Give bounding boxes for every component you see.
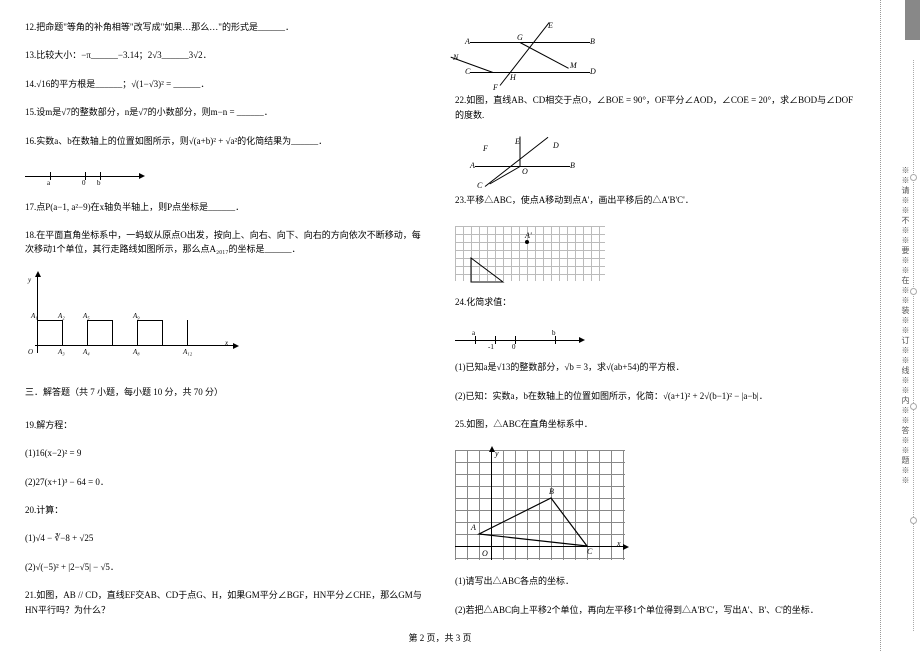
fig21-C: C xyxy=(465,66,470,79)
q19: 19.解方程： xyxy=(25,418,425,432)
fig22-C: C xyxy=(477,180,482,193)
q16-numberline: a 0 b xyxy=(25,166,145,186)
q25-grid: A B C O x y xyxy=(455,450,625,561)
fig21-H: H xyxy=(510,72,516,85)
label-x: x xyxy=(225,338,228,349)
q20-1: (1)√4 − ∛−8 + √25 xyxy=(25,531,425,545)
q24-zero: 0 xyxy=(512,342,516,353)
fig21-E: E xyxy=(548,20,553,33)
fig25-B: B xyxy=(549,486,554,499)
page-footer: 第 2 页，共 3 页 xyxy=(0,631,880,645)
q22-figure: A B C D E F O xyxy=(455,138,605,181)
q16: 16.实数a、b在数轴上的位置如图所示，则√(a+b)² + √a²的化简结果为… xyxy=(25,134,425,148)
sidebar-warning: ※※请※※不※※要※※在※※装※※订※※线※※内※※答※※题※※ xyxy=(891,60,911,591)
sidebar-tab xyxy=(905,0,920,40)
q24-1: (1)已知a是√13的整数部分，√b = 3，求√(ab+54)的平方根． xyxy=(455,360,855,374)
fig25-O: O xyxy=(482,548,488,561)
fig21-G: G xyxy=(517,32,523,45)
binding-dotline xyxy=(913,60,914,631)
label-A3: A₃ xyxy=(58,347,65,358)
fig25-C: C xyxy=(587,546,592,559)
fig22-A: A xyxy=(470,160,475,173)
label-O: O xyxy=(28,347,33,358)
tick-a: a xyxy=(47,178,50,189)
label-A1: A₁ xyxy=(31,311,38,322)
fig21-F: F xyxy=(493,82,498,95)
q24-2: (2)已知：实数a，b在数轴上的位置如图所示，化简：√(a+1)² + 2√(b… xyxy=(455,389,855,403)
tick-b: b xyxy=(97,178,101,189)
q18-graph: O A₁ A₂ A₃ A₄ A₅ A₈ A₉ A₁₂ x y xyxy=(25,275,235,364)
q25: 25.如图，△ABC在直角坐标系中． xyxy=(455,417,855,431)
fig25-x: x xyxy=(617,538,621,551)
fig21-N: N xyxy=(453,52,458,65)
fig22-D: D xyxy=(553,140,559,153)
section3-title: 三．解答题（共 7 小题，每小题 10 分，共 70 分） xyxy=(25,385,425,399)
fig22-E: E xyxy=(515,136,520,149)
q24-neg1: -1 xyxy=(488,342,494,353)
q19-2: (2)27(x+1)³ − 64 = 0． xyxy=(25,475,425,489)
label-A4: A₄ xyxy=(83,347,90,358)
q21: 21.如图，AB // CD，直线EF交AB、CD于点G、H，如果GM平分∠BG… xyxy=(25,588,425,617)
q12: 12.把命题"等角的补角相等"改写成"如果…那么…"的形式是______． xyxy=(25,20,425,34)
label-A12: A₁₂ xyxy=(183,347,192,358)
fig25-y: y xyxy=(495,448,499,461)
binding-sidebar: ※※请※※不※※要※※在※※装※※订※※线※※内※※答※※题※※ xyxy=(880,0,920,651)
fig22-O: O xyxy=(522,166,528,179)
fig21-B: B xyxy=(590,36,595,49)
fig21-A: A xyxy=(465,36,470,49)
fig22-B: B xyxy=(570,160,575,173)
q18: 18.在平面直角坐标系中，一蚂蚁从原点O出发，按向上、向右、向下、向右的方向依次… xyxy=(25,228,425,257)
tick-0: 0 xyxy=(82,178,86,189)
q19-1: (1)16(x−2)² = 9 xyxy=(25,446,425,460)
label-A2: A₂ xyxy=(58,311,65,322)
q20-2: (2)√(−5)² + |2−√5| − √5． xyxy=(25,560,425,574)
label-A9: A₉ xyxy=(133,311,140,322)
label-A8: A₈ xyxy=(133,347,140,358)
q13: 13.比较大小：−π______−3.14；2√3______3√2． xyxy=(25,48,425,62)
label-A5: A₅ xyxy=(83,311,90,322)
q15: 15.设m是√7的整数部分，n是√7的小数部分，则m−n = ______． xyxy=(25,105,425,119)
q21-figure: A B C D E F G H M N xyxy=(455,22,605,81)
q24: 24.化简求值： xyxy=(455,295,855,309)
q23: 23.平移△ABC，使点A移动到点A'，画出平移后的△A'B'C'． xyxy=(455,193,855,207)
q20: 20.计算： xyxy=(25,503,425,517)
label-y: y xyxy=(28,275,31,286)
q14: 14.√16的平方根是______；√(1−√3)² = ______． xyxy=(25,77,425,91)
q22: 22.如图，直线AB、CD相交于点O，∠BOE = 90°，OF平分∠AOD，∠… xyxy=(455,93,855,122)
fig22-F: F xyxy=(483,143,488,156)
q23-grid: A' xyxy=(455,226,605,281)
fig25-A: A xyxy=(471,522,476,535)
q24-a: a xyxy=(472,328,475,339)
right-column: A B C D E F G H M N 22.如图，直线AB、CD相交于点O，∠… xyxy=(455,20,855,621)
q24-b: b xyxy=(552,328,556,339)
q25-2: (2)若把△ABC向上平移2个单位，再向左平移1个单位得到△A'B'C'，写出A… xyxy=(455,603,855,617)
page-content: 12.把命题"等角的补角相等"改写成"如果…那么…"的形式是______． 13… xyxy=(0,0,880,651)
left-column: 12.把命题"等角的补角相等"改写成"如果…那么…"的形式是______． 13… xyxy=(25,20,425,621)
fig21-M: M xyxy=(570,60,577,73)
q24-numberline: a -1 0 b xyxy=(455,328,585,347)
fig21-D: D xyxy=(590,66,596,79)
q17: 17.点P(a−1, a²−9)在x轴负半轴上，则P点坐标是______． xyxy=(25,200,425,214)
